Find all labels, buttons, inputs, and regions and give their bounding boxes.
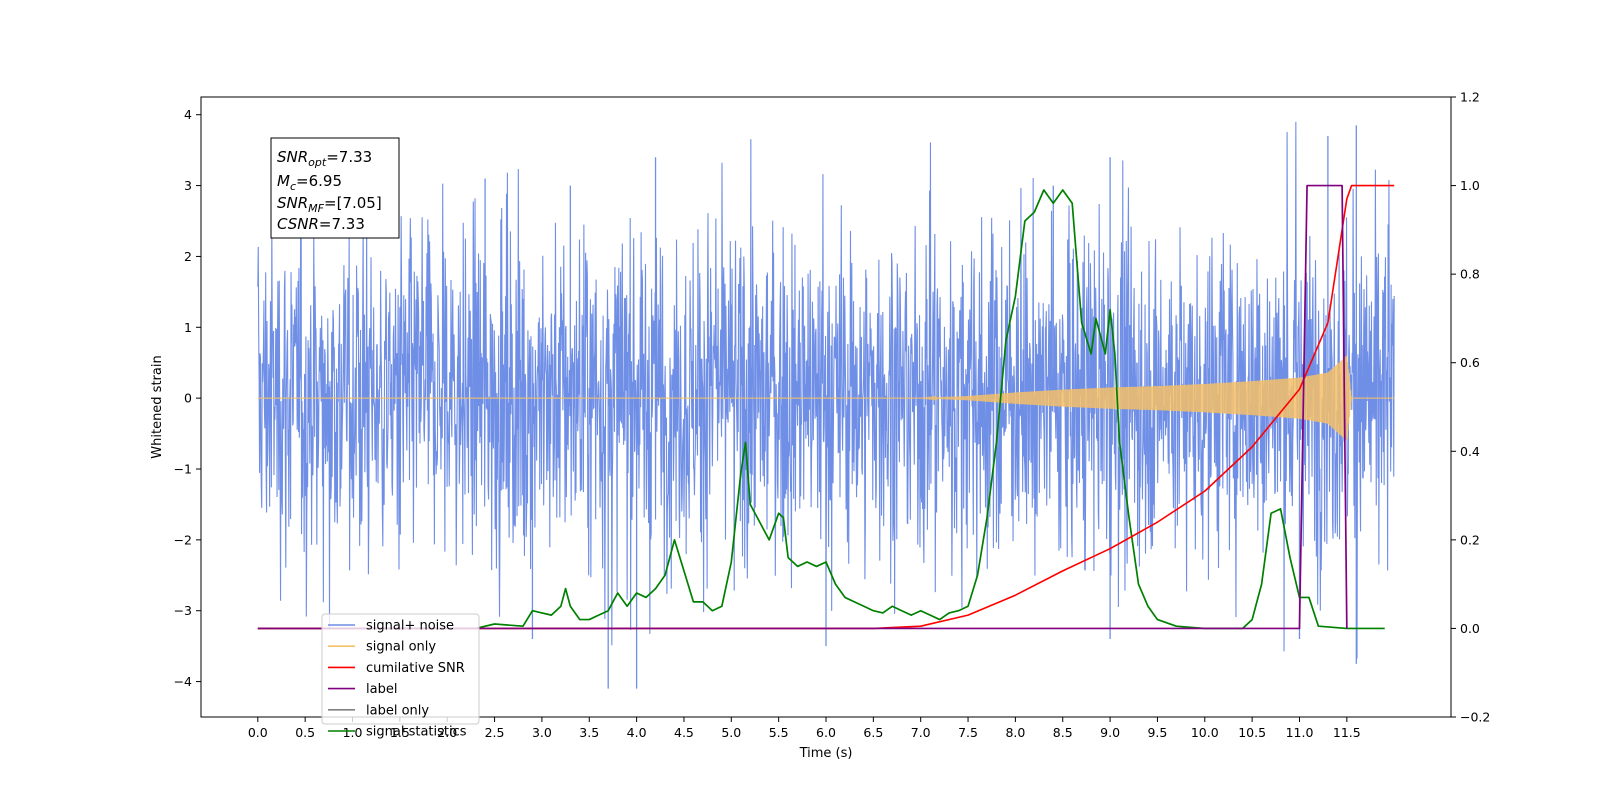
x-tick-label: 10.0 — [1191, 725, 1219, 740]
left-tick-label: 1 — [184, 320, 192, 335]
left-tick-label: 2 — [184, 249, 192, 264]
x-tick-label: 4.0 — [627, 725, 647, 740]
series-cumulative-snr — [257, 184, 1395, 630]
annotation-box — [270, 137, 400, 239]
left-tick-label: −4 — [174, 674, 192, 689]
legend-box — [321, 613, 480, 725]
right-tick-label: 1.2 — [1460, 90, 1480, 105]
y-axis-label: Whitened strain — [150, 355, 165, 458]
x-tick-label: 1.0 — [343, 725, 363, 740]
left-tick-label: −2 — [174, 532, 192, 547]
legend: signal+ noise signal only cumilative SNR la… — [321, 613, 480, 740]
legend-label: signal only — [366, 640, 436, 655]
x-tick-label: 0.5 — [295, 725, 315, 740]
left-tick-label: 0 — [184, 391, 192, 406]
x-tick-label: 7.5 — [958, 725, 978, 740]
series-signal-statistics — [257, 189, 1385, 630]
annotation-snr-mf: SNRMF=[7.05] — [277, 194, 382, 215]
x-tick-label: 8.0 — [1005, 725, 1025, 740]
x-axis: 0.0 0.5 1.0 1.5 2.0 2.5 3.0 3.5 4.0 4.5 5.0 5.5 6.0 6… — [248, 717, 1361, 740]
x-tick-label: 2.0 — [437, 725, 457, 740]
x-tick-label: 11.0 — [1286, 725, 1314, 740]
x-tick-label: 1.5 — [390, 725, 410, 740]
left-axis: 4 3 2 1 0 −1 −2 −3 −4 — [174, 107, 201, 689]
left-tick-label: −1 — [174, 462, 192, 477]
left-tick-label: −3 — [174, 603, 192, 618]
annotation-csnr: CSNR=7.33 — [277, 215, 365, 233]
right-tick-label: 0.6 — [1460, 355, 1480, 370]
series-layer — [257, 121, 1395, 689]
right-axis: 1.2 1.0 0.8 0.6 0.4 0.2 0.0 −0.2 — [1451, 90, 1490, 725]
x-tick-label: 11.5 — [1333, 725, 1361, 740]
x-tick-label: 5.0 — [721, 725, 741, 740]
right-tick-label: −0.2 — [1460, 710, 1490, 725]
x-tick-label: 7.0 — [911, 725, 931, 740]
legend-label: label — [366, 682, 397, 697]
x-tick-label: 9.0 — [1100, 725, 1120, 740]
x-tick-label: 6.0 — [816, 725, 836, 740]
x-tick-label: 3.5 — [579, 725, 599, 740]
x-tick-label: 0.0 — [248, 725, 268, 740]
legend-label: signal+ noise — [366, 619, 454, 634]
x-tick-label: 6.5 — [863, 725, 883, 740]
series-signal-only — [257, 355, 1395, 441]
x-tick-label: 2.5 — [485, 725, 505, 740]
left-tick-label: 4 — [184, 107, 192, 122]
x-tick-label: 9.5 — [1147, 725, 1167, 740]
x-tick-label: 4.5 — [674, 725, 694, 740]
annotation-snr-opt: SNRopt=7.33 — [277, 148, 372, 169]
annotation-mc: Mc=6.95 — [277, 172, 342, 193]
left-tick-label: 3 — [184, 178, 192, 193]
right-tick-label: 1.0 — [1460, 178, 1480, 193]
legend-label: label only — [366, 703, 429, 718]
x-tick-label: 10.5 — [1238, 725, 1266, 740]
right-tick-label: 0.2 — [1460, 532, 1480, 547]
stats-annotation: SNRopt=7.33 Mc=6.95 SNRMF=[7.05] CSNR=7.… — [270, 137, 400, 239]
legend-label: cumilative SNR — [366, 661, 465, 676]
x-tick-label: 5.5 — [769, 725, 789, 740]
series-label — [257, 184, 1348, 630]
x-tick-label: 8.5 — [1053, 725, 1073, 740]
right-tick-label: 0.0 — [1460, 621, 1480, 636]
legend-label: signal statistics — [366, 725, 467, 740]
x-tick-label: 3.0 — [532, 725, 552, 740]
x-axis-label: Time (s) — [799, 746, 853, 761]
right-tick-label: 0.4 — [1460, 444, 1480, 459]
right-tick-label: 0.8 — [1460, 267, 1480, 282]
